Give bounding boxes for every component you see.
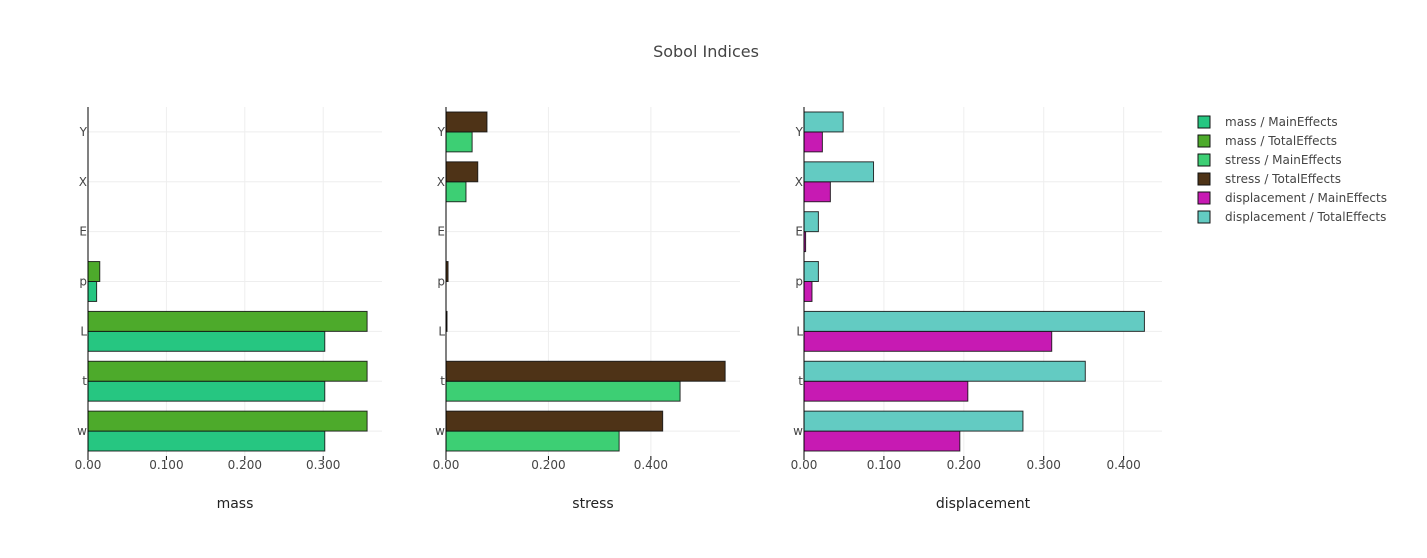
bar-stress-total-w (445, 410, 664, 432)
legend-item[interactable]: stress / MainEffects (1197, 153, 1342, 167)
subplot-displacement: 0.00 0.100 0.200 0.300 0.400 w t Lp E X Ydisplacem… (791, 107, 1162, 512)
bar-displacement-main-Y (803, 131, 823, 153)
legend-label: displacement / TotalEffects (1225, 210, 1386, 224)
legend: mass / MainEffects mass / TotalEffects str… (1197, 115, 1387, 224)
bar-displacement-main-t (803, 380, 969, 402)
x-axis-label: displacement (936, 496, 1031, 512)
bar-displacement-total-X (803, 161, 875, 183)
y-tick-label: X (437, 175, 445, 189)
bar-displacement-main-L (803, 330, 1053, 352)
bar-mass-main-p (87, 281, 98, 302)
y-tick-label: X (795, 175, 803, 189)
bar-displacement-total-p (803, 261, 819, 282)
bar-displacement-total-Y (803, 111, 844, 133)
legend-swatch (1197, 115, 1211, 129)
bar-mass-main-w (87, 430, 326, 452)
y-tick-label: Y (795, 125, 804, 139)
legend-item[interactable]: mass / TotalEffects (1197, 134, 1337, 148)
bar-displacement-total-L (803, 310, 1145, 332)
x-tick-label: 0.00 (433, 458, 460, 472)
legend-label: stress / TotalEffects (1225, 172, 1341, 186)
bar-displacement-total-E (803, 211, 819, 233)
y-tick-label: w (77, 424, 87, 438)
x-tick-label: 0.100 (149, 458, 183, 472)
bar-stress-main-t (445, 380, 681, 402)
bar-stress-total-X (445, 161, 479, 183)
y-tick-label: p (795, 275, 803, 289)
bar-stress-total-t (445, 360, 726, 382)
x-tick-label: 0.200 (228, 458, 262, 472)
y-tick-label: w (435, 424, 445, 438)
legend-label: displacement / MainEffects (1225, 191, 1387, 205)
x-tick-label: 0.400 (1106, 458, 1140, 472)
y-tick-label: E (79, 225, 87, 239)
x-tick-label: 0.300 (1027, 458, 1061, 472)
y-tick-label: Y (437, 125, 446, 139)
legend-label: mass / MainEffects (1225, 115, 1338, 129)
bar-stress-main-X (445, 181, 467, 203)
y-tick-label: E (437, 225, 445, 239)
legend-item[interactable]: mass / MainEffects (1197, 115, 1338, 129)
bar-stress-main-w (445, 430, 620, 452)
legend-item[interactable]: displacement / MainEffects (1197, 191, 1387, 205)
legend-swatch (1197, 191, 1211, 205)
x-tick-label: 0.100 (867, 458, 901, 472)
y-tick-label: L (438, 324, 445, 338)
bar-mass-total-t (87, 360, 368, 382)
x-tick-label: 0.00 (791, 458, 818, 472)
bar-mass-main-L (87, 330, 326, 352)
x-tick-label: 0.400 (634, 458, 668, 472)
y-tick-label: p (79, 275, 87, 289)
y-tick-label: t (440, 374, 445, 388)
bar-displacement-total-t (803, 360, 1086, 382)
legend-swatch (1197, 172, 1211, 186)
y-tick-label: L (80, 324, 87, 338)
bar-stress-main-Y (445, 131, 473, 153)
x-tick-label: 0.300 (306, 458, 340, 472)
x-tick-label: 0.200 (531, 458, 565, 472)
y-tick-label: Y (79, 125, 88, 139)
bar-mass-main-t (87, 380, 326, 402)
legend-item[interactable]: stress / TotalEffects (1197, 172, 1341, 186)
legend-swatch (1197, 153, 1211, 167)
y-tick-label: X (79, 175, 87, 189)
legend-label: stress / MainEffects (1225, 153, 1342, 167)
bar-mass-total-w (87, 410, 368, 432)
legend-swatch (1197, 134, 1211, 148)
x-axis-label: mass (217, 496, 254, 512)
bar-displacement-main-X (803, 181, 831, 203)
y-tick-label: t (82, 374, 87, 388)
y-tick-label: w (793, 424, 803, 438)
bar-mass-total-L (87, 310, 368, 332)
bar-displacement-main-p (803, 281, 813, 302)
legend-item[interactable]: displacement / TotalEffects (1197, 210, 1386, 224)
bar-displacement-main-w (803, 430, 961, 452)
x-axis-label: stress (572, 496, 613, 512)
y-tick-label: p (437, 275, 445, 289)
y-tick-label: E (795, 225, 803, 239)
bar-stress-total-Y (445, 111, 488, 133)
chart-title: Sobol Indices (653, 42, 759, 61)
x-tick-label: 0.00 (75, 458, 102, 472)
y-tick-label: t (798, 374, 803, 388)
x-tick-label: 0.200 (947, 458, 981, 472)
legend-swatch (1197, 210, 1211, 224)
bar-mass-total-p (87, 261, 101, 282)
y-tick-label: L (796, 324, 803, 338)
bar-displacement-total-w (803, 410, 1024, 432)
legend-label: mass / TotalEffects (1225, 134, 1337, 148)
